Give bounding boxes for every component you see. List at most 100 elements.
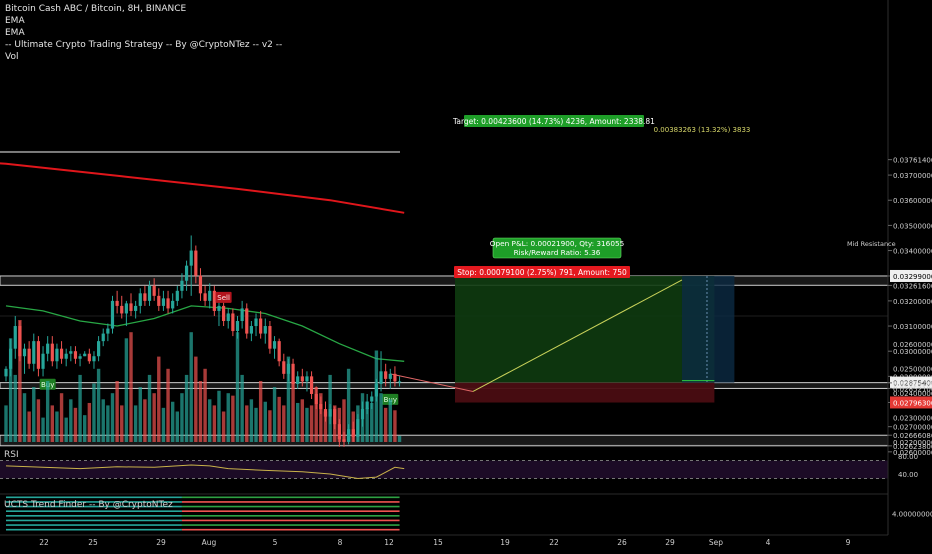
volume-bar <box>189 332 193 442</box>
rsi-axis-label: 40.00 <box>898 471 918 479</box>
volume-bar <box>328 374 332 442</box>
volume-bar <box>277 396 281 442</box>
volume-axis-label: 0.02400000 <box>893 390 932 398</box>
time-axis-label: 22 <box>39 538 49 547</box>
volume-bar <box>346 368 351 442</box>
volume-bar <box>314 387 318 442</box>
stop-label-text: Stop: 0.00079100 (2.75%) 791, Amount: 75… <box>457 268 627 277</box>
candle-body <box>143 293 147 301</box>
candle-body <box>129 303 133 311</box>
volume-bar <box>180 393 184 442</box>
candle-body <box>161 298 166 306</box>
volume-bar <box>365 407 369 442</box>
candle-body <box>134 305 138 311</box>
indicator-ema-2[interactable]: EMA <box>5 28 25 38</box>
volume-bar <box>337 407 342 442</box>
candle-body <box>101 333 105 342</box>
indicator-ema-1[interactable]: EMA <box>5 16 25 26</box>
candle-body <box>46 343 50 354</box>
volume-bar <box>374 350 379 442</box>
price-tick-label: 0.02600000 <box>893 449 932 457</box>
candle-body <box>50 343 54 362</box>
volume-bar <box>226 393 230 442</box>
rsi-band <box>0 460 888 479</box>
trend-axis-label: 4.00000000 <box>892 511 932 519</box>
indicator-strategy[interactable]: -- Ultimate Crypto Trading Strategy -- B… <box>5 40 283 50</box>
volume-bar <box>282 405 286 442</box>
candle-body <box>203 293 207 301</box>
volume-bar <box>333 405 337 442</box>
volume-bar <box>258 381 263 442</box>
ema-long-line <box>0 162 405 214</box>
volume-bar <box>198 381 203 442</box>
volume-bar <box>309 405 314 442</box>
volume-bar <box>4 405 8 442</box>
volume-bar <box>245 405 249 442</box>
projection-label: 0.00383263 (13.32%) 3833 <box>654 126 751 134</box>
time-axis-label: 4 <box>766 538 771 547</box>
time-axis-label: 9 <box>846 538 851 547</box>
resistance-zone-upper <box>0 275 889 286</box>
volume-bar <box>87 402 92 442</box>
risk-reward-text: Risk/Reward Ratio: 5.36 <box>514 248 601 257</box>
volume-bar <box>263 401 267 442</box>
indicator-volume[interactable]: Vol <box>5 52 19 62</box>
volume-bar <box>300 399 305 442</box>
candle-body <box>379 371 383 384</box>
price-tick-label: 0.03400000 <box>893 248 932 256</box>
candle-body <box>309 376 314 394</box>
price-tick-label: 0.02623800 <box>893 443 932 451</box>
candle-body <box>92 356 96 362</box>
volume-bar <box>101 399 105 442</box>
candle-body <box>115 300 119 306</box>
candle-body <box>245 308 249 334</box>
candle-body <box>249 326 253 334</box>
candle-body <box>13 326 17 349</box>
volume-bar <box>351 411 355 442</box>
price-tick-label: 0.03261600 <box>893 282 932 290</box>
candle-body <box>194 250 198 276</box>
projection-path-line <box>472 279 683 392</box>
candle-body <box>124 303 128 314</box>
target-zone <box>455 275 715 383</box>
volume-bar <box>64 417 68 442</box>
rsi-line <box>5 464 405 480</box>
volume-bar <box>370 402 374 442</box>
volume-bar <box>379 393 383 442</box>
volume-bar <box>13 374 17 442</box>
candle-body <box>305 376 309 382</box>
volume-bar <box>124 338 129 442</box>
volume-bar <box>203 368 207 442</box>
time-axis-label: 26 <box>617 538 627 547</box>
price-tick-label: 0.03761400 <box>893 157 932 165</box>
volume-axis-label: 0.02500000 <box>893 366 932 374</box>
time-axis-label: 29 <box>665 538 675 547</box>
volume-bar <box>96 368 101 442</box>
volume-bar <box>254 407 258 442</box>
candle-body <box>384 371 388 379</box>
volume-bar <box>360 393 365 442</box>
target-label-text: Target: 0.00423600 (14.73%) 4236, Amount… <box>452 117 655 126</box>
candle-body <box>27 348 31 364</box>
candle-body <box>388 373 392 379</box>
rsi-axis-label: 80.00 <box>898 453 918 461</box>
price-tick-label: 0.02852100 <box>893 385 932 393</box>
candle-body <box>184 265 189 281</box>
trend-pane-label: UCTS Trend Finder -- By @CryptoNTez <box>4 500 173 510</box>
candle-body <box>180 280 184 291</box>
projection-zone <box>681 275 735 383</box>
time-axis-label: 22 <box>549 538 559 547</box>
candle-body <box>240 308 244 322</box>
volume-bar <box>268 410 272 442</box>
candle-body <box>393 373 397 382</box>
time-axis-label: 8 <box>338 538 343 547</box>
volume-bar <box>397 435 402 442</box>
volume-bar <box>18 320 22 442</box>
candle-body <box>235 321 240 332</box>
volume-bar <box>133 405 138 442</box>
candle-body <box>222 305 226 322</box>
candle-body <box>277 341 281 362</box>
candle-body <box>157 295 161 306</box>
